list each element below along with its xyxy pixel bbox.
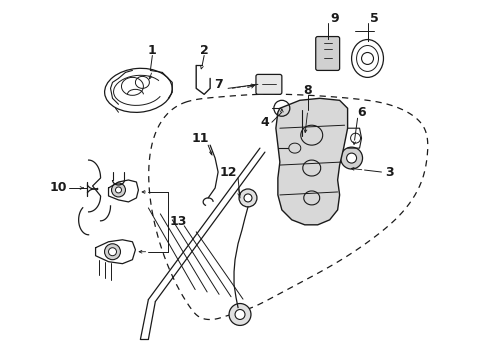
- Circle shape: [235, 310, 245, 319]
- Circle shape: [244, 194, 252, 202]
- Text: 6: 6: [357, 106, 366, 119]
- Text: 10: 10: [50, 181, 68, 194]
- Circle shape: [239, 189, 257, 207]
- Text: 7: 7: [214, 78, 222, 91]
- Text: 1: 1: [148, 44, 157, 57]
- Text: 11: 11: [192, 132, 209, 145]
- Text: 8: 8: [303, 84, 312, 97]
- Text: 3: 3: [385, 166, 394, 179]
- Text: 2: 2: [200, 44, 209, 57]
- Text: 12: 12: [220, 166, 237, 179]
- Circle shape: [341, 147, 363, 169]
- Circle shape: [116, 187, 122, 193]
- Text: 4: 4: [261, 116, 270, 129]
- Polygon shape: [276, 98, 347, 225]
- Text: 9: 9: [330, 12, 339, 25]
- Circle shape: [104, 244, 121, 260]
- Circle shape: [296, 142, 308, 154]
- Circle shape: [346, 153, 357, 163]
- Text: 5: 5: [370, 12, 379, 25]
- Circle shape: [290, 136, 314, 160]
- Text: 13: 13: [170, 215, 187, 228]
- Circle shape: [108, 248, 117, 256]
- FancyBboxPatch shape: [316, 37, 340, 71]
- FancyBboxPatch shape: [256, 75, 282, 94]
- Circle shape: [229, 303, 251, 325]
- Circle shape: [112, 183, 125, 197]
